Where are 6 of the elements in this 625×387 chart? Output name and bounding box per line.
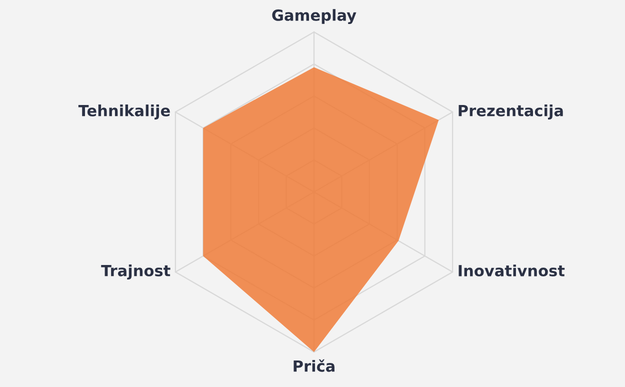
spoke-label: Prezentacija [458,104,563,120]
spoke-label: Inovativnost [458,264,565,276]
spoke-label: Priča [294,359,334,372]
spoke-label: Tehnikalije [78,104,170,120]
spoke-label: Gameplay [272,9,356,24]
spoke-label: Trajnost [101,264,170,280]
